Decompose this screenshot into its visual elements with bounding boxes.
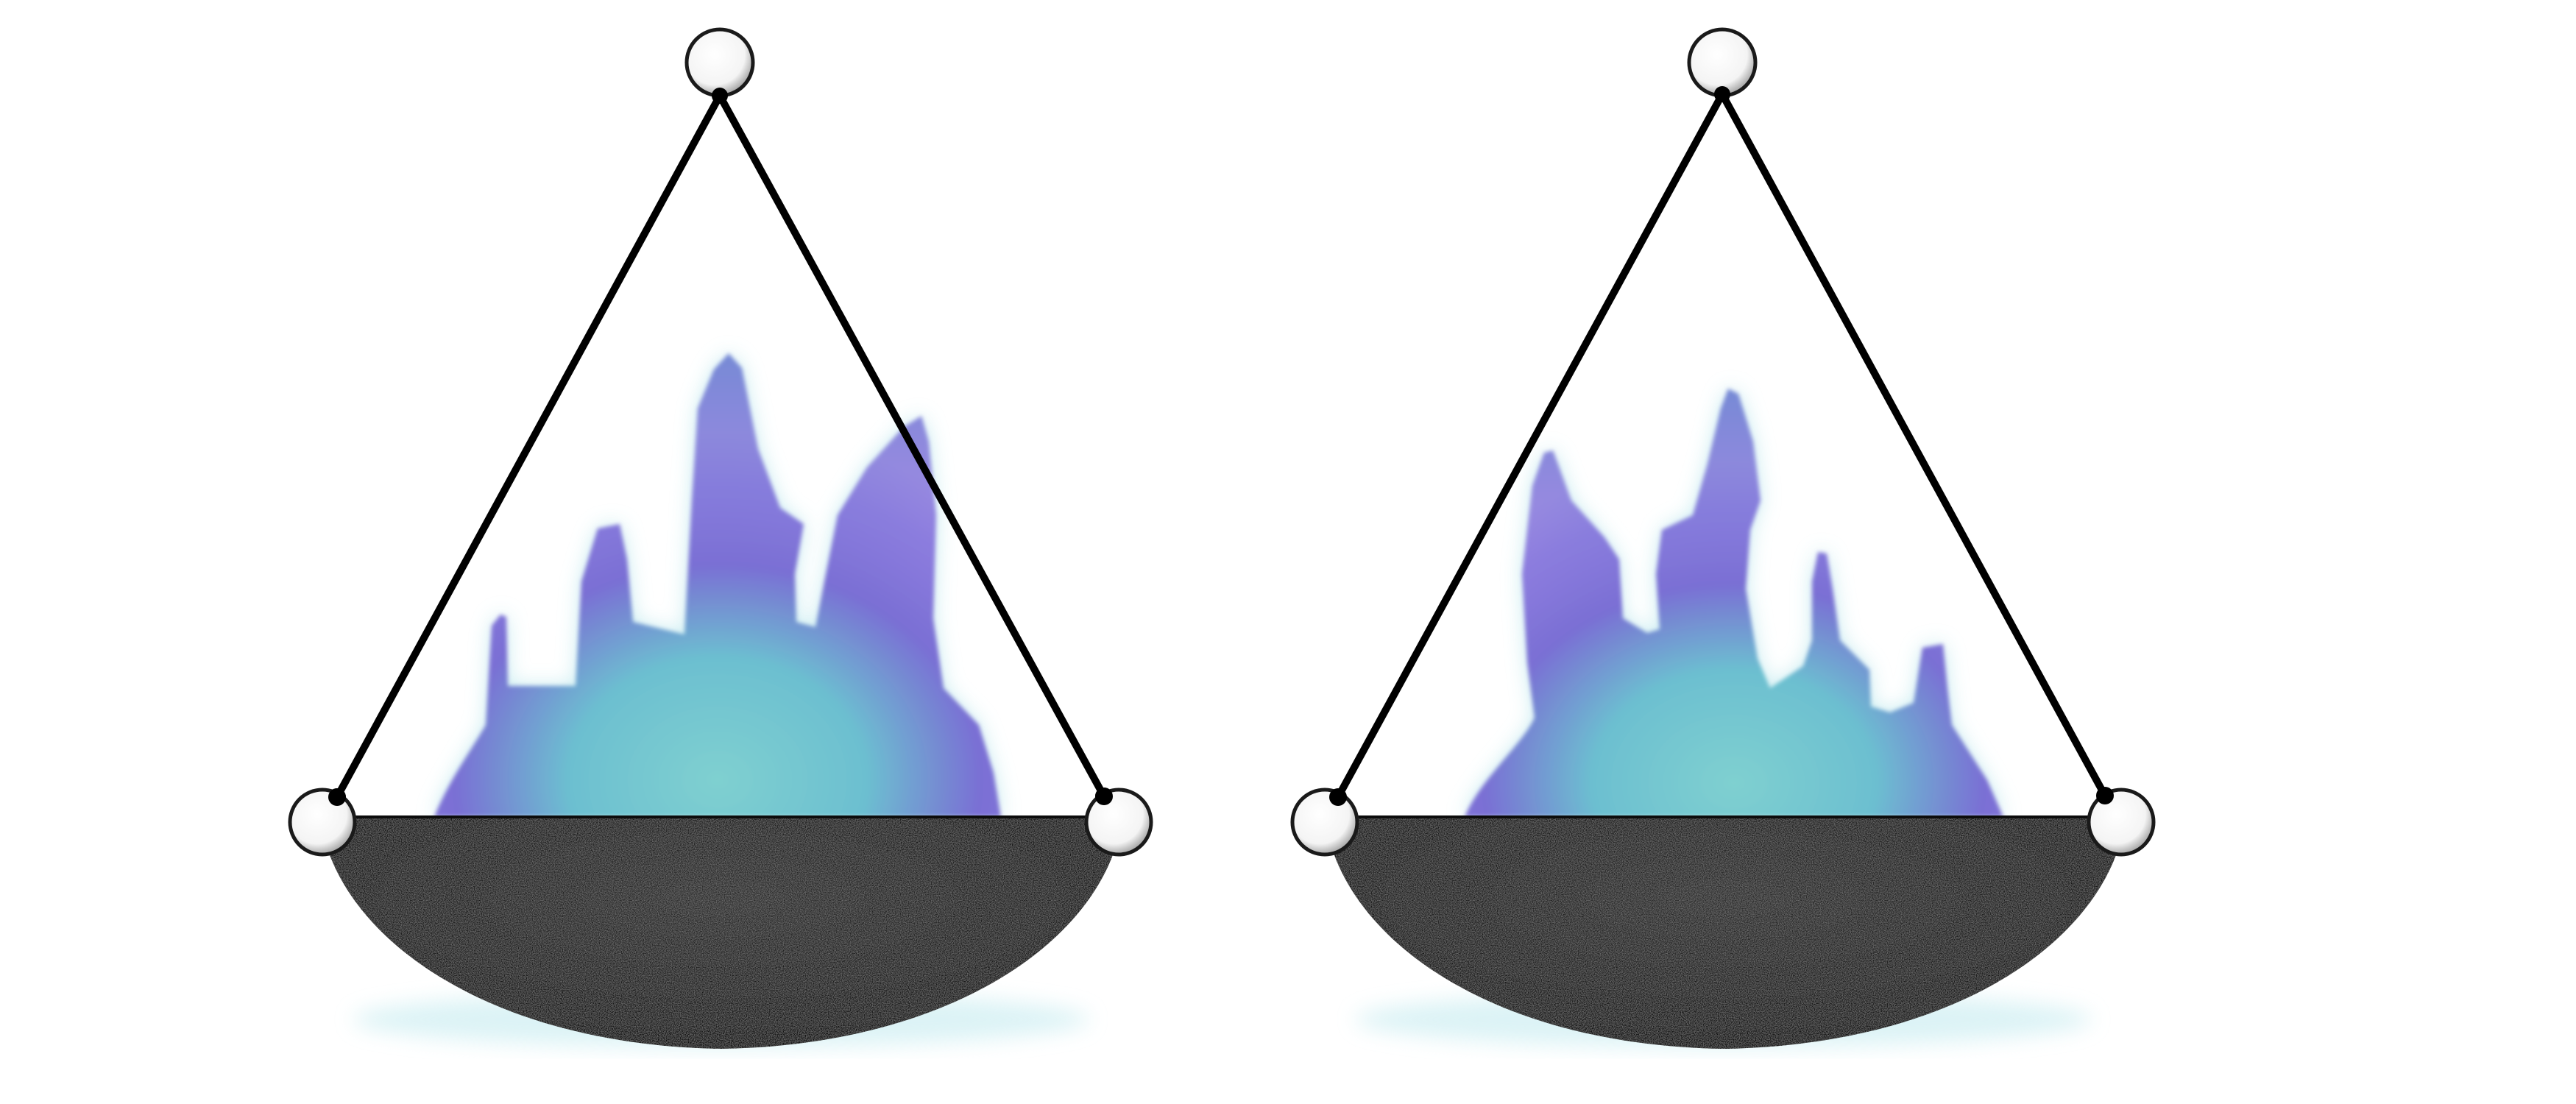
knot — [2096, 787, 2114, 804]
flame-right — [1465, 389, 2003, 817]
knot — [1329, 788, 1347, 806]
bowl-right — [1325, 815, 2126, 1049]
brazier-left — [288, 27, 1153, 1049]
hanging-ring-icon — [1687, 27, 1758, 98]
hanging-ring-icon — [684, 27, 755, 98]
knot — [1714, 86, 1730, 102]
flame-left — [434, 353, 1001, 817]
bowl-left — [320, 815, 1122, 1049]
side-ring-icon — [2087, 788, 2156, 857]
side-ring-icon — [1084, 788, 1153, 857]
side-ring-icon — [1290, 788, 1359, 857]
chains-right — [1334, 91, 2109, 801]
chains-left — [333, 92, 1108, 801]
side-ring-icon — [288, 788, 357, 857]
brazier-right — [1290, 27, 2156, 1049]
